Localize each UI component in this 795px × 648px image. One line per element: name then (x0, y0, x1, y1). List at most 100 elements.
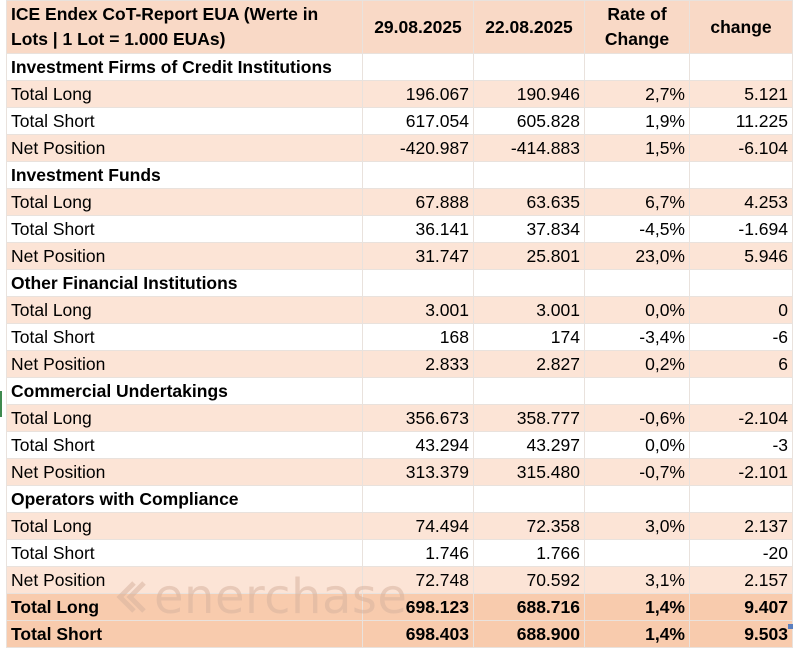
value-date-2[interactable]: 37.834 (473, 215, 585, 243)
change-value[interactable]: -2.101 (689, 458, 793, 486)
empty-cell[interactable] (473, 377, 585, 405)
value-date-1[interactable]: 196.067 (362, 80, 474, 108)
value-date-1[interactable]: -420.987 (362, 134, 474, 162)
row-label[interactable]: Total Long (6, 188, 363, 216)
row-label[interactable]: Total Short (6, 107, 363, 135)
value-date-1[interactable]: 1.746 (362, 539, 474, 567)
total-rate-of-change[interactable]: 1,4% (584, 593, 690, 621)
empty-cell[interactable] (584, 377, 690, 405)
empty-cell[interactable] (362, 485, 474, 513)
change-value[interactable]: 2.137 (689, 512, 793, 540)
value-date-1[interactable]: 168 (362, 323, 474, 351)
empty-cell[interactable] (473, 53, 585, 81)
value-date-2[interactable]: -414.883 (473, 134, 585, 162)
column-header-date-1[interactable]: 29.08.2025 (362, 0, 474, 54)
empty-cell[interactable] (362, 269, 474, 297)
row-label[interactable]: Total Short (6, 431, 363, 459)
empty-cell[interactable] (362, 377, 474, 405)
empty-cell[interactable] (584, 485, 690, 513)
fill-handle[interactable] (788, 624, 793, 629)
value-date-1[interactable]: 43.294 (362, 431, 474, 459)
total-label[interactable]: Total Long (6, 593, 363, 621)
rate-of-change-value[interactable]: 3,1% (584, 566, 690, 594)
empty-cell[interactable] (689, 269, 793, 297)
column-header-change[interactable]: change (689, 0, 793, 54)
empty-cell[interactable] (689, 485, 793, 513)
empty-cell[interactable] (584, 161, 690, 189)
value-date-2[interactable]: 190.946 (473, 80, 585, 108)
rate-of-change-value[interactable] (584, 539, 690, 567)
value-date-1[interactable]: 36.141 (362, 215, 474, 243)
rate-of-change-value[interactable]: 1,9% (584, 107, 690, 135)
value-date-1[interactable]: 31.747 (362, 242, 474, 270)
row-label[interactable]: Net Position (6, 566, 363, 594)
value-date-2[interactable]: 72.358 (473, 512, 585, 540)
change-value[interactable]: -3 (689, 431, 793, 459)
row-label[interactable]: Net Position (6, 458, 363, 486)
change-value[interactable]: 5.121 (689, 80, 793, 108)
row-label[interactable]: Total Short (6, 215, 363, 243)
empty-cell[interactable] (689, 377, 793, 405)
value-date-1[interactable]: 356.673 (362, 404, 474, 432)
value-date-2[interactable]: 1.766 (473, 539, 585, 567)
total-value-date-2[interactable]: 688.900 (473, 620, 585, 648)
rate-of-change-value[interactable]: 0,0% (584, 296, 690, 324)
value-date-2[interactable]: 3.001 (473, 296, 585, 324)
change-value[interactable]: 5.946 (689, 242, 793, 270)
value-date-2[interactable]: 43.297 (473, 431, 585, 459)
section-title[interactable]: Investment Funds (6, 161, 363, 189)
row-label[interactable]: Net Position (6, 242, 363, 270)
total-change[interactable]: 9.503 (689, 620, 793, 648)
change-value[interactable]: 11.225 (689, 107, 793, 135)
total-change[interactable]: 9.407 (689, 593, 793, 621)
row-label[interactable]: Total Short (6, 323, 363, 351)
total-label[interactable]: Total Short (6, 620, 363, 648)
section-title[interactable]: Operators with Compliance (6, 485, 363, 513)
section-title[interactable]: Other Financial Institutions (6, 269, 363, 297)
value-date-2[interactable]: 70.592 (473, 566, 585, 594)
column-header-date-2[interactable]: 22.08.2025 (473, 0, 585, 54)
value-date-2[interactable]: 25.801 (473, 242, 585, 270)
empty-cell[interactable] (584, 269, 690, 297)
rate-of-change-value[interactable]: 2,7% (584, 80, 690, 108)
section-title[interactable]: Investment Firms of Credit Institutions (6, 53, 363, 81)
row-label[interactable]: Net Position (6, 134, 363, 162)
total-rate-of-change[interactable]: 1,4% (584, 620, 690, 648)
value-date-1[interactable]: 2.833 (362, 350, 474, 378)
rate-of-change-value[interactable]: 0,0% (584, 431, 690, 459)
value-date-2[interactable]: 358.777 (473, 404, 585, 432)
empty-cell[interactable] (362, 161, 474, 189)
section-title[interactable]: Commercial Undertakings (6, 377, 363, 405)
value-date-1[interactable]: 313.379 (362, 458, 474, 486)
change-value[interactable]: 6 (689, 350, 793, 378)
total-value-date-1[interactable]: 698.403 (362, 620, 474, 648)
rate-of-change-value[interactable]: -0,6% (584, 404, 690, 432)
row-label[interactable]: Total Long (6, 296, 363, 324)
value-date-2[interactable]: 63.635 (473, 188, 585, 216)
change-value[interactable]: 0 (689, 296, 793, 324)
row-label[interactable]: Total Short (6, 539, 363, 567)
empty-cell[interactable] (473, 269, 585, 297)
total-value-date-1[interactable]: 698.123 (362, 593, 474, 621)
change-value[interactable]: 2.157 (689, 566, 793, 594)
change-value[interactable]: -6 (689, 323, 793, 351)
value-date-2[interactable]: 315.480 (473, 458, 585, 486)
empty-cell[interactable] (689, 53, 793, 81)
row-label[interactable]: Net Position (6, 350, 363, 378)
value-date-1[interactable]: 3.001 (362, 296, 474, 324)
row-label[interactable]: Total Long (6, 404, 363, 432)
value-date-1[interactable]: 72.748 (362, 566, 474, 594)
empty-cell[interactable] (473, 161, 585, 189)
value-date-1[interactable]: 74.494 (362, 512, 474, 540)
empty-cell[interactable] (584, 53, 690, 81)
value-date-1[interactable]: 617.054 (362, 107, 474, 135)
rate-of-change-value[interactable]: 6,7% (584, 188, 690, 216)
row-label[interactable]: Total Long (6, 80, 363, 108)
change-value[interactable]: 4.253 (689, 188, 793, 216)
rate-of-change-value[interactable]: 3,0% (584, 512, 690, 540)
rate-of-change-value[interactable]: -0,7% (584, 458, 690, 486)
row-label[interactable]: Total Long (6, 512, 363, 540)
empty-cell[interactable] (689, 161, 793, 189)
column-header-rate-of-change[interactable]: Rate of Change (584, 0, 690, 54)
value-date-1[interactable]: 67.888 (362, 188, 474, 216)
